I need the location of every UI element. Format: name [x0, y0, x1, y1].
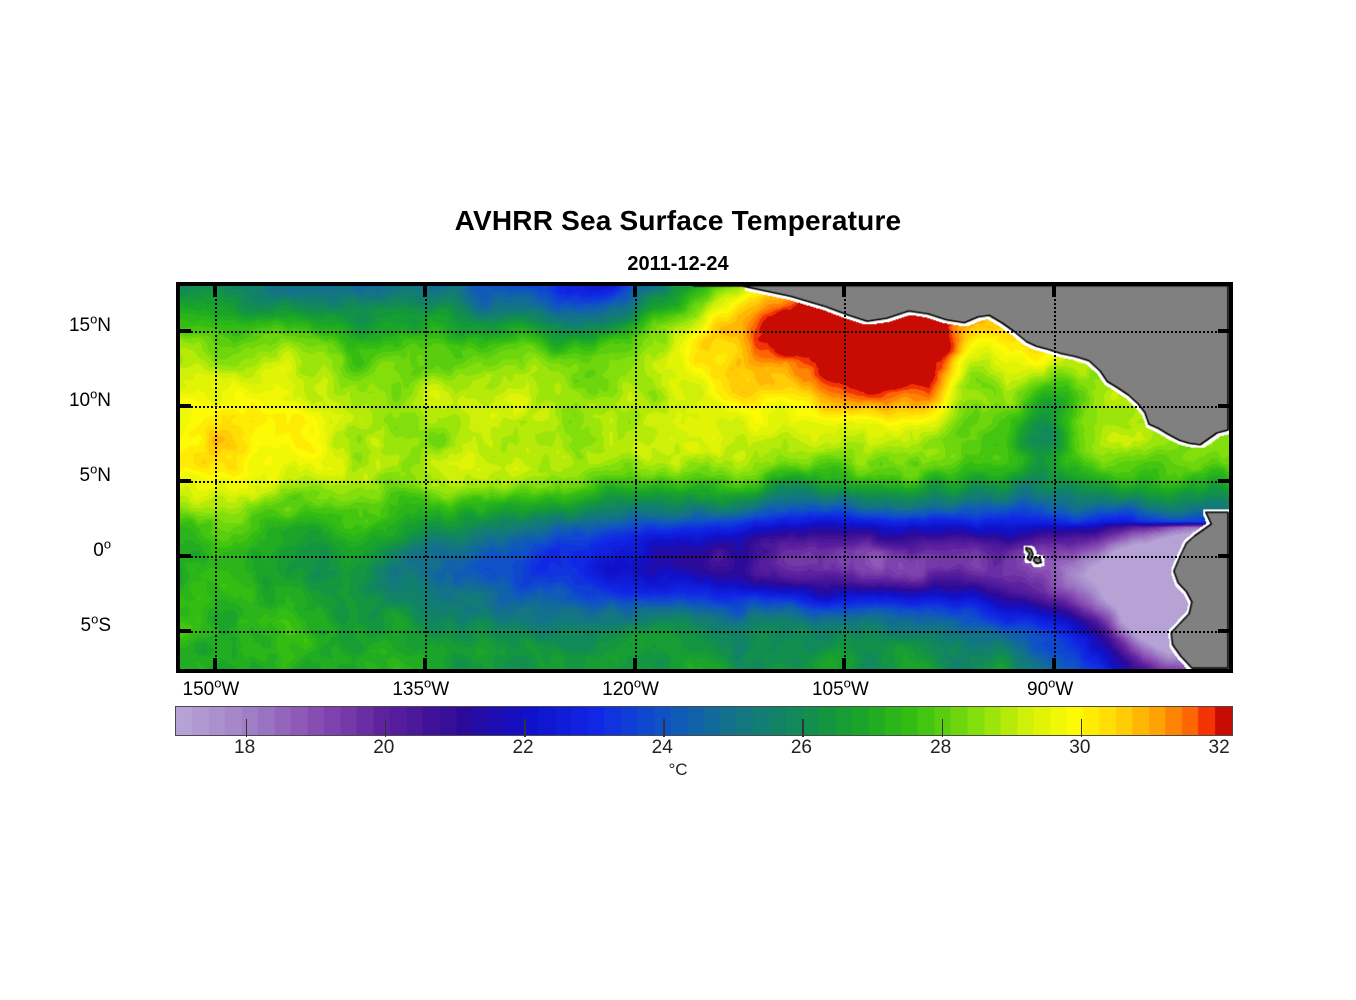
- tick-mark-lon: [632, 286, 637, 297]
- tick-mark-lon: [842, 286, 847, 297]
- colorbar-tick-label: 24: [651, 737, 673, 758]
- tick-mark-lat: [1218, 329, 1229, 333]
- y-tick-label: 5oN: [79, 461, 112, 486]
- tick-mark-lat: [1218, 479, 1229, 483]
- tick-mark-lon: [1052, 286, 1057, 297]
- colorbar-tick-label: 22: [512, 737, 534, 758]
- tick-mark-lon: [1052, 658, 1057, 669]
- map-axes: [176, 282, 1233, 673]
- colorbar-tick-label: 18: [234, 737, 256, 758]
- colorbar-tick-label: 20: [373, 737, 395, 758]
- colorbar-tick: [1080, 719, 1083, 737]
- tick-mark-lat: [180, 479, 191, 483]
- tick-mark-lon: [422, 658, 427, 669]
- chart-subtitle: 2011-12-24: [627, 253, 729, 275]
- y-tick-label: 5oS: [80, 611, 111, 636]
- colorbar-tick: [802, 719, 804, 737]
- tick-mark-lat: [180, 629, 191, 633]
- colorbar-tick-label: 32: [1208, 737, 1230, 758]
- tick-mark-lat: [1218, 554, 1229, 558]
- x-tick-label: 90oW: [1027, 675, 1074, 700]
- chart-title: AVHRR Sea Surface Temperature: [454, 205, 902, 236]
- colorbar-tick-label: 28: [930, 737, 952, 758]
- x-tick-label: 150oW: [182, 675, 240, 700]
- tick-mark-lon: [632, 658, 637, 669]
- tick-mark-lat: [180, 404, 191, 408]
- colorbar-tick: [384, 719, 387, 737]
- y-tick-label: 0o: [93, 536, 111, 561]
- x-tick-label: 135oW: [392, 675, 450, 700]
- tick-mark-lon: [212, 658, 217, 669]
- colorbar-tick: [663, 719, 665, 737]
- x-tick-label: 105oW: [811, 675, 869, 700]
- x-tick-label: 120oW: [602, 675, 659, 700]
- colorbar-tick: [245, 719, 248, 737]
- colorbar-unit-label: °C: [668, 760, 688, 779]
- tick-mark-lat: [180, 329, 191, 333]
- tick-mark-lat: [1218, 404, 1229, 408]
- tick-mark-lon: [842, 658, 847, 669]
- colorbar-tick: [524, 719, 526, 737]
- tick-mark-lat: [180, 554, 191, 558]
- tick-mark-lon: [422, 286, 427, 297]
- colorbar-tick-label: 26: [790, 737, 813, 758]
- colorbar: [175, 706, 1233, 737]
- y-tick-label: 15oN: [68, 311, 111, 336]
- sst-heatmap-field: [180, 286, 1229, 669]
- tick-mark-lon: [212, 286, 217, 297]
- colorbar-tick: [941, 719, 944, 737]
- y-tick-label: 10oN: [68, 386, 111, 411]
- tick-mark-lat: [1218, 629, 1229, 633]
- colorbar-tick-label: 30: [1069, 737, 1091, 758]
